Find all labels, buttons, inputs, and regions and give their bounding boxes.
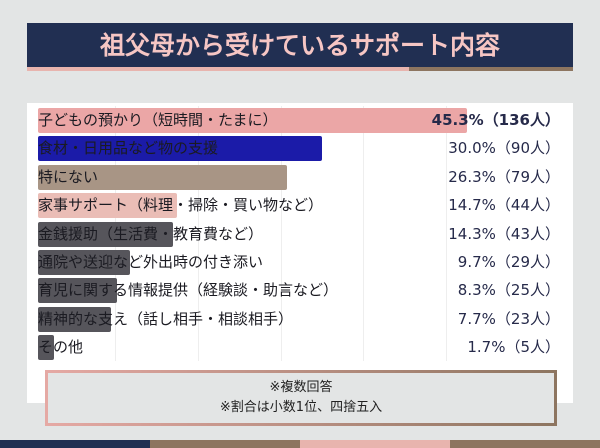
gridline (363, 106, 364, 361)
category-label: 金銭援助（生活費・教育費など） (38, 224, 264, 243)
value-label: 9.7%（29人） (457, 253, 560, 271)
bar (38, 164, 288, 190)
bar (38, 335, 55, 361)
category-label: 子どもの預かり（短時間・たまに） (38, 111, 278, 129)
title-underline (27, 67, 573, 71)
value-label: 14.7%（44人） (448, 196, 560, 215)
value-label: 30.0%（90人） (448, 139, 560, 158)
value-label: 1.7%（5人） (467, 338, 560, 357)
category-label: 家事サポート（料理・掃除・買い物など） (38, 196, 324, 215)
note-line: ※複数回答 (269, 380, 333, 395)
category-label: 精神的な支え（話し相手・相談相手） (38, 309, 294, 328)
category-label: その他 (38, 338, 84, 357)
bar (38, 108, 467, 133)
bar (38, 221, 174, 247)
value-label: 8.3%（25人） (457, 281, 560, 300)
note-line: ※割合は小数1位、四捨五入 (219, 400, 383, 415)
value-label: 26.3%（79人） (448, 167, 560, 186)
gridline (446, 106, 447, 361)
value-label: 7.7%（23人） (457, 309, 560, 328)
bar (38, 193, 178, 219)
category-label: 食材・日用品など物の支援 (38, 139, 219, 158)
value-label: 14.3%（43人） (448, 224, 560, 243)
bar (38, 306, 111, 332)
value-label: 45.3%（136人） (431, 111, 560, 129)
category-label: 育児に関する情報提供（経験談・助言など） (38, 281, 339, 300)
note-box: ※複数回答 ※割合は小数1位、四捨五入 (45, 370, 557, 426)
footer-stripe (0, 440, 600, 448)
bar (38, 278, 117, 304)
title-banner: 祖父母から受けているサポート内容 (27, 23, 573, 68)
bar (38, 250, 130, 275)
category-label: 特にない (38, 167, 99, 186)
bar (38, 136, 323, 162)
gridline (281, 106, 282, 361)
page-title: 祖父母から受けているサポート内容 (99, 31, 500, 60)
category-label: 通院や送迎など外出時の付き添い (38, 253, 264, 271)
gridline (198, 106, 199, 361)
